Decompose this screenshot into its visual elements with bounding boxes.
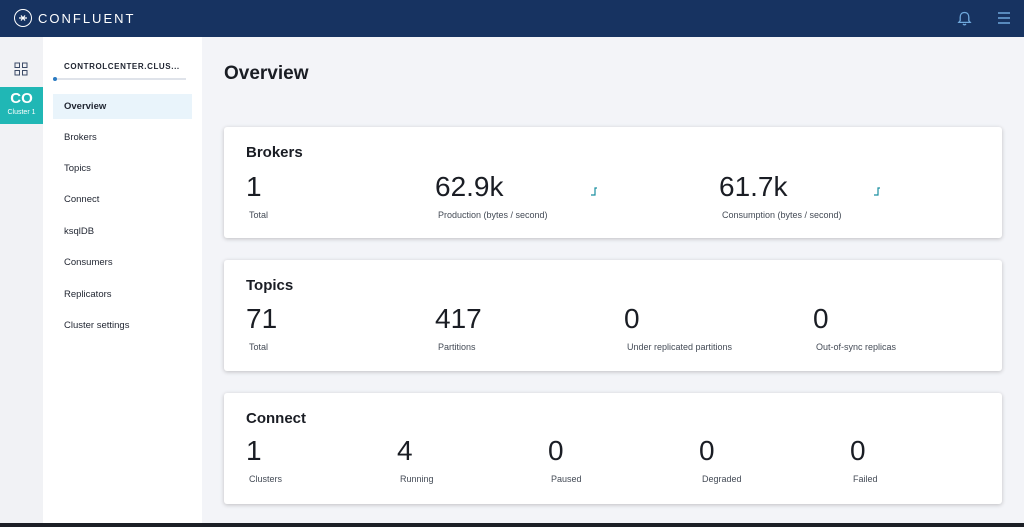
stat-value: 1 xyxy=(246,171,262,202)
stat-value: 62.9k xyxy=(435,171,504,202)
stat-value: 417 xyxy=(435,303,482,334)
stat-label: Partitions xyxy=(438,342,476,352)
brand-name: CONFLUENT xyxy=(38,10,136,26)
stat-label: Production (bytes / second) xyxy=(438,210,548,220)
confluent-logo[interactable]: CONFLUENT xyxy=(14,8,135,28)
topics-under-replicated-stat: 0 Under replicated partitions xyxy=(624,304,732,353)
connect-failed-stat: 0 Failed xyxy=(850,436,878,485)
cluster-name: CONTROLCENTER.CLUS... xyxy=(64,62,180,71)
hamburger-menu-icon[interactable] xyxy=(996,10,1012,26)
stat-label: Clusters xyxy=(249,474,283,484)
cluster-divider xyxy=(53,78,186,80)
stat-label: Total xyxy=(249,210,269,220)
sidebar-item-cluster-settings[interactable]: Cluster settings xyxy=(64,320,130,331)
sidebar-item-ksqldb[interactable]: ksqlDB xyxy=(64,226,95,237)
stat-value: 61.7k xyxy=(719,171,788,202)
cluster-code: CO xyxy=(10,90,33,107)
brokers-card-title: Brokers xyxy=(246,144,303,161)
brokers-production-stat: 62.9k Production (bytes / second) xyxy=(435,172,548,221)
top-bar: CONFLUENT xyxy=(0,0,1024,37)
connect-card[interactable]: Connect 1 Clusters 4 Running 0 Paused 0 … xyxy=(224,393,1002,504)
connect-clusters-stat: 1 Clusters xyxy=(246,436,282,485)
stat-label: Paused xyxy=(551,474,582,484)
topics-total-stat: 71 Total xyxy=(246,304,277,353)
stat-label: Under replicated partitions xyxy=(627,342,733,352)
stat-label: Failed xyxy=(853,474,878,484)
stat-label: Running xyxy=(400,474,434,484)
connect-paused-stat: 0 Paused xyxy=(548,436,582,485)
grid-icon[interactable] xyxy=(14,62,28,76)
stat-label: Total xyxy=(249,342,269,352)
bottom-strip xyxy=(0,523,1024,527)
brokers-consumption-stat: 61.7k Consumption (bytes / second) xyxy=(719,172,842,221)
sidebar-item-topics[interactable]: Topics xyxy=(64,163,91,174)
stat-value: 0 xyxy=(850,435,866,466)
brokers-card[interactable]: Brokers 1 Total 62.9k Production (bytes … xyxy=(224,127,1002,238)
topics-card[interactable]: Topics 71 Total 417 Partitions 0 Under r… xyxy=(224,260,1002,371)
page-title: Overview xyxy=(224,63,309,84)
sparkline-icon xyxy=(591,187,597,196)
sidebar-item-brokers[interactable]: Brokers xyxy=(64,132,97,143)
stat-value: 71 xyxy=(246,303,278,334)
topics-card-title: Topics xyxy=(246,277,294,294)
cluster-status-dot xyxy=(53,77,57,81)
sidebar-item-consumers[interactable]: Consumers xyxy=(64,257,113,268)
connect-running-stat: 4 Running xyxy=(397,436,434,485)
side-navigation: CONTROLCENTER.CLUS... Overview Brokers T… xyxy=(43,37,202,523)
stat-label: Degraded xyxy=(702,474,742,484)
sidebar-item-connect[interactable]: Connect xyxy=(64,194,100,205)
cluster-badge[interactable]: CO Cluster 1 xyxy=(0,87,43,124)
connect-card-title: Connect xyxy=(246,410,306,427)
stat-value: 0 xyxy=(699,435,715,466)
confluent-logo-icon xyxy=(14,9,32,27)
stat-label: Out-of-sync replicas xyxy=(816,342,897,352)
topics-out-of-sync-stat: 0 Out-of-sync replicas xyxy=(813,304,896,353)
stat-value: 4 xyxy=(397,435,413,466)
sparkline-icon xyxy=(874,187,880,196)
sidebar-item-overview[interactable]: Overview xyxy=(53,94,192,119)
bell-icon[interactable] xyxy=(956,10,973,27)
stat-value: 0 xyxy=(624,303,640,334)
topics-partitions-stat: 417 Partitions xyxy=(435,304,482,353)
cluster-rail: CO Cluster 1 xyxy=(0,37,43,523)
cluster-sub-label: Cluster 1 xyxy=(7,109,36,116)
stat-label: Consumption (bytes / second) xyxy=(722,210,842,220)
sidebar-item-replicators[interactable]: Replicators xyxy=(64,289,112,300)
brokers-total-stat: 1 Total xyxy=(246,172,268,221)
stat-value: 0 xyxy=(548,435,564,466)
stat-value: 1 xyxy=(246,435,262,466)
stat-value: 0 xyxy=(813,303,829,334)
connect-degraded-stat: 0 Degraded xyxy=(699,436,742,485)
